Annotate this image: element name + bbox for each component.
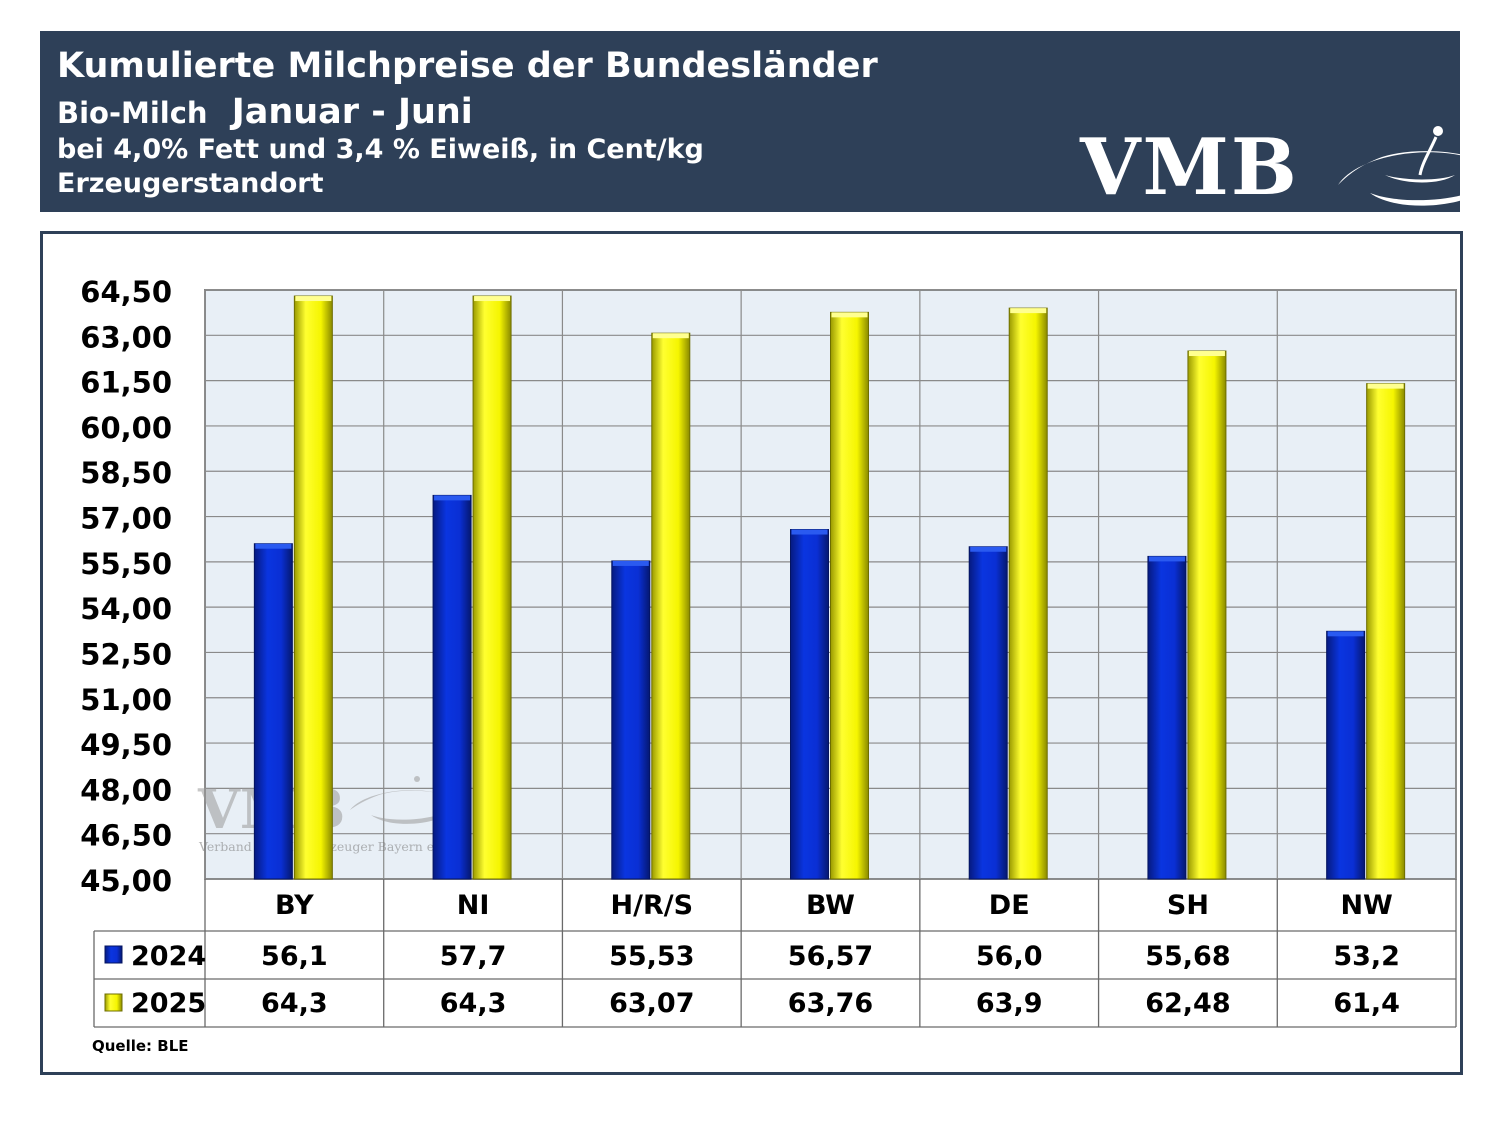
bars — [253, 295, 1406, 880]
bar-cap-2025 — [1188, 351, 1225, 357]
data-label-2025: 64,3 — [261, 988, 328, 1019]
data-label-2024: 56,57 — [788, 941, 873, 972]
legend-label-2025: 2025 — [131, 988, 206, 1019]
bar-cap-2025 — [295, 296, 332, 302]
data-label-2024: 56,1 — [261, 941, 328, 972]
period-label: Januar - Juni — [231, 92, 473, 132]
bar-2025 — [1187, 350, 1227, 880]
x-category-label: H/R/S — [611, 890, 694, 921]
bar-cap-2025 — [1367, 383, 1404, 389]
y-tick-label: 55,50 — [80, 547, 172, 581]
bar-2025 — [1366, 383, 1406, 880]
y-tick-label: 61,50 — [80, 366, 172, 400]
source-label: Quelle: BLE — [92, 1037, 189, 1055]
chart-subtitle: Bio-Milch Januar - Juni — [57, 92, 473, 132]
data-label-2024: 53,2 — [1333, 941, 1400, 972]
y-tick-label: 49,50 — [80, 728, 172, 762]
y-tick-label: 46,50 — [80, 819, 172, 853]
y-axis: 45,00 46,50 48,00 49,50 51,00 52,50 54,00 55,50… — [80, 275, 172, 898]
bar-2024 — [968, 546, 1008, 880]
bar-2024 — [611, 560, 651, 880]
bar-2025 — [1008, 307, 1048, 880]
data-label-2025: 63,76 — [788, 988, 873, 1019]
bar-cap-2025 — [831, 312, 868, 318]
bar-cap-2024 — [970, 546, 1007, 552]
bar-2025 — [472, 295, 512, 880]
y-tick-label: 52,50 — [80, 637, 172, 671]
bar-cap-2024 — [434, 495, 471, 501]
y-tick-label: 51,00 — [80, 683, 172, 717]
legend-label-2024: 2024 — [131, 941, 206, 972]
product-label: Bio-Milch — [57, 96, 208, 130]
bar-cap-2024 — [255, 543, 292, 549]
bar-cap-2025 — [1010, 308, 1047, 314]
bar-2024 — [1147, 555, 1187, 880]
y-tick-label: 63,00 — [80, 320, 172, 354]
legend-swatch-2025 — [104, 993, 123, 1012]
data-label-2024: 55,53 — [609, 941, 694, 972]
bar-cap-2025 — [652, 333, 689, 339]
bar-cap-2025 — [474, 296, 511, 302]
data-label-2025: 64,3 — [440, 988, 507, 1019]
x-category-label: BY — [275, 890, 314, 921]
y-tick-label: 54,00 — [80, 592, 172, 626]
x-category-label: SH — [1167, 890, 1209, 921]
bar-2024 — [790, 529, 829, 880]
bar-2025 — [651, 332, 691, 880]
data-table: BY NI H/R/S BW DE SH NW 2024 56,1 57,7 55,53 56,57 5… — [93, 879, 1457, 1028]
x-category-label: BW — [806, 890, 855, 921]
bar-2024 — [1326, 630, 1366, 880]
basis-line: Erzeugerstandort — [57, 168, 324, 199]
vmb-logo-text: VMB — [1080, 122, 1299, 213]
chart-title: Kumulierte Milchpreise der Bundesländer — [57, 46, 878, 86]
bar-cap-2024 — [1148, 556, 1185, 562]
bar-2024 — [432, 494, 472, 880]
data-label-2024: 55,68 — [1145, 941, 1230, 972]
y-tick-label: 57,00 — [80, 502, 172, 536]
legend-swatch-2024 — [104, 945, 123, 964]
x-category-label: NI — [457, 890, 490, 921]
y-tick-label: 60,00 — [80, 411, 172, 445]
vmb-logo: VMB — [1080, 122, 1496, 213]
bar-2025 — [293, 295, 333, 880]
bar-2024 — [253, 543, 293, 880]
chart-header: Kumulierte Milchpreise der Bundesländer … — [40, 31, 1496, 213]
bar-cap-2024 — [1327, 631, 1364, 637]
unit-line: bei 4,0% Fett und 3,4 % Eiweiß, in Cent/… — [57, 134, 704, 165]
y-tick-label: 64,50 — [80, 275, 172, 309]
bar-2025 — [830, 311, 869, 880]
x-category-label: DE — [989, 890, 1030, 921]
milk-drop-logo-icon — [1338, 126, 1496, 206]
y-tick-label: 58,50 — [80, 456, 172, 490]
data-label-2024: 57,7 — [440, 941, 507, 972]
bar-cap-2024 — [791, 529, 828, 535]
data-label-2025: 63,07 — [609, 988, 694, 1019]
data-label-2025: 61,4 — [1333, 988, 1400, 1019]
bar-cap-2024 — [612, 560, 649, 566]
data-label-2025: 62,48 — [1145, 988, 1230, 1019]
y-tick-label: 45,00 — [80, 864, 172, 898]
data-label-2025: 63,9 — [976, 988, 1043, 1019]
y-tick-label: 48,00 — [80, 773, 172, 807]
data-label-2024: 56,0 — [976, 941, 1043, 972]
x-category-label: NW — [1340, 890, 1392, 921]
